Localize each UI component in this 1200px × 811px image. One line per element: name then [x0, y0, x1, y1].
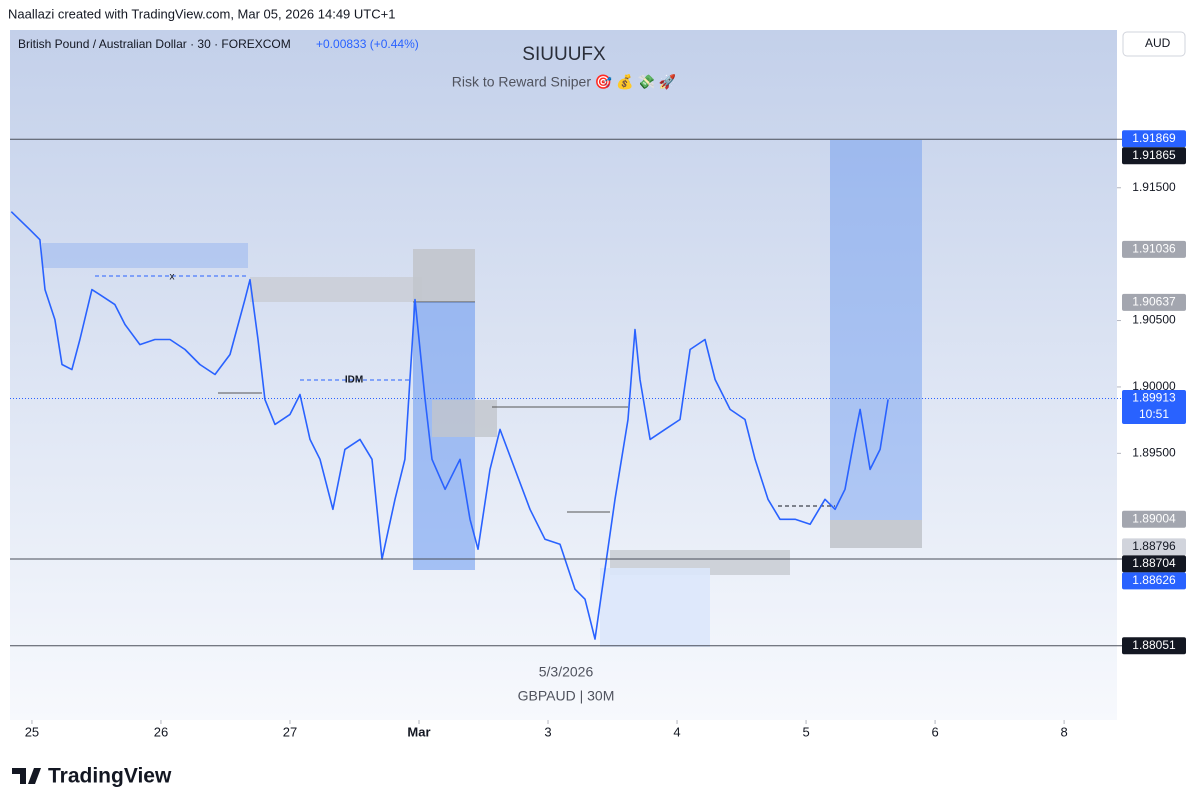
- annotation: IDM: [345, 375, 363, 386]
- pair-label: GBPAUD | 30M: [518, 688, 615, 704]
- y-tick-label: 1.90000: [1132, 379, 1176, 393]
- symbol: British Pound / Australian Dollar · 30 ·…: [18, 37, 291, 51]
- price-marker-label: 1.91036: [1132, 242, 1176, 256]
- x-tick-label: 4: [673, 724, 680, 739]
- price-marker: [1122, 510, 1186, 528]
- price-marker-label: 1.90637: [1132, 295, 1176, 309]
- x-tick-label: 25: [25, 724, 39, 739]
- plot-area: [10, 30, 1117, 720]
- zone: [42, 243, 248, 268]
- change: +0.00833 (+0.44%): [316, 37, 419, 51]
- price-marker-label: 1.91869: [1132, 131, 1176, 145]
- credit: Naallazi created with TradingView.com, M…: [8, 6, 395, 21]
- zone: [830, 140, 922, 520]
- y-tick-label: 1.91500: [1132, 180, 1176, 194]
- zone: [413, 249, 475, 302]
- zone: [250, 277, 422, 302]
- price-marker-label: 1.91865: [1132, 148, 1176, 162]
- price-marker-label: 1.88796: [1132, 539, 1176, 553]
- price-line: [10, 211, 889, 640]
- price-marker: [1122, 637, 1186, 655]
- zones: [42, 140, 922, 647]
- logo-mark: [12, 768, 41, 784]
- price-marker: [1122, 572, 1186, 590]
- price-marker: [1122, 538, 1186, 556]
- chart-subtitle: Risk to Reward Sniper 🎯 💰 💸 🚀: [452, 74, 677, 91]
- currency[interactable]: AUD: [1145, 36, 1171, 50]
- x-tick-label: 8: [1060, 724, 1067, 739]
- zone: [830, 520, 922, 548]
- y-tick-label: 1.90500: [1132, 313, 1176, 327]
- x-tick-label: 5: [802, 724, 809, 739]
- price-marker-label: 1.89004: [1132, 511, 1176, 525]
- price-marker-label: 1.88051: [1132, 638, 1176, 652]
- price-marker: [1122, 555, 1186, 573]
- zone: [432, 400, 497, 437]
- brand: TradingView: [48, 765, 172, 788]
- price-marker: [1122, 293, 1186, 311]
- zone: [600, 568, 710, 647]
- price-marker: [1122, 240, 1186, 258]
- y-tick-label: 1.89500: [1132, 446, 1176, 460]
- price-marker-time: 10:51: [1139, 407, 1169, 421]
- price-marker-label: 1.88626: [1132, 573, 1176, 587]
- date-label: 5/3/2026: [539, 664, 594, 680]
- x-tick-label: Mar: [407, 724, 430, 739]
- price-marker-label: 1.88704: [1132, 556, 1176, 570]
- price-marker: [1122, 147, 1186, 165]
- price-marker: [1122, 390, 1186, 425]
- x-tick-label: 3: [544, 724, 551, 739]
- price-marker: [1122, 130, 1186, 148]
- x-tick-label: 6: [931, 724, 938, 739]
- x-tick-label: 27: [283, 724, 297, 739]
- price-marker-label: 1.89913: [1132, 391, 1176, 405]
- x-tick-label: 26: [154, 724, 168, 739]
- annotation: x: [170, 272, 175, 283]
- currency-button[interactable]: [1122, 31, 1186, 57]
- chart-title: SIUUUFX: [522, 44, 606, 65]
